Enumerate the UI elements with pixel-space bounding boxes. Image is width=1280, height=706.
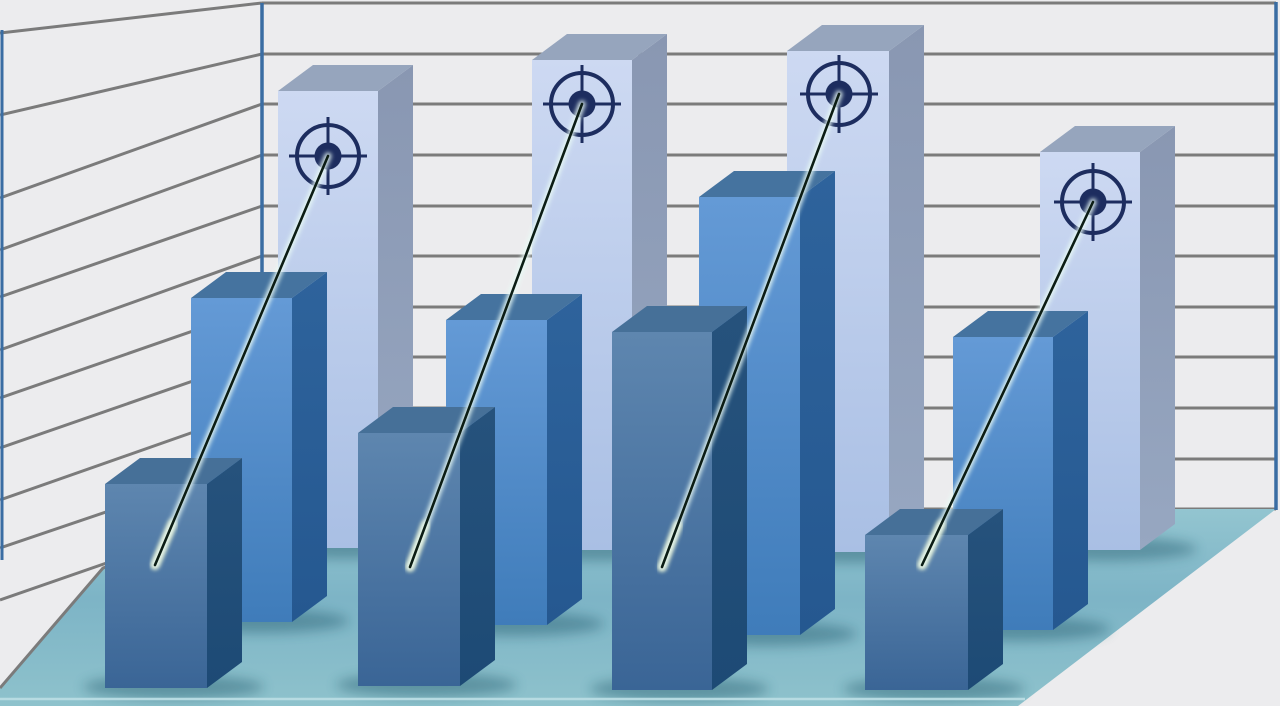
- bar-top-face: [787, 25, 924, 51]
- bar-top-face: [612, 306, 747, 332]
- bar-top-face: [278, 65, 413, 91]
- left-wall-gridline: [0, 254, 263, 352]
- bar-top-face: [1040, 126, 1175, 152]
- bar-top-face: [446, 294, 582, 320]
- bar-top-face: [191, 272, 327, 298]
- trend-line-core: [660, 92, 841, 569]
- trend-line-3: [657, 90, 843, 572]
- bar-group-4-front: [865, 509, 1003, 690]
- trend-line-4: [917, 198, 1097, 570]
- bar-group-3-front: [612, 306, 747, 690]
- trend-line-2: [405, 100, 586, 572]
- bar-side-face: [460, 407, 495, 686]
- bar-side-face: [547, 294, 582, 625]
- bar-front-face: [865, 535, 968, 690]
- left-wall-gridline: [0, 153, 263, 252]
- bar-top-face: [105, 458, 242, 484]
- bar-side-face: [207, 458, 242, 688]
- bar-front-face: [105, 484, 207, 688]
- bar-side-face: [292, 272, 327, 622]
- left-wall-gridline: [0, 204, 263, 299]
- left-wall-gridline: [0, 102, 263, 200]
- bar-top-face: [865, 509, 1003, 535]
- bar-side-face: [1140, 126, 1175, 550]
- bar-side-face: [968, 509, 1003, 690]
- left-wall-gridline: [0, 1, 263, 35]
- trend-line-core: [153, 154, 330, 567]
- bar-side-face: [889, 25, 924, 552]
- bar-front-face: [612, 332, 712, 690]
- trend-line-1: [150, 152, 332, 570]
- bar-top-face: [532, 34, 667, 60]
- left-wall-gridline: [0, 52, 263, 117]
- trend-line-core: [920, 200, 1095, 567]
- bar-group-2-front: [358, 407, 495, 686]
- bar-side-face: [800, 171, 835, 635]
- bar-group-1-front: [105, 458, 242, 688]
- trend-line-core: [408, 102, 584, 569]
- bar-side-face: [1053, 311, 1088, 630]
- bar-top-face: [953, 311, 1088, 337]
